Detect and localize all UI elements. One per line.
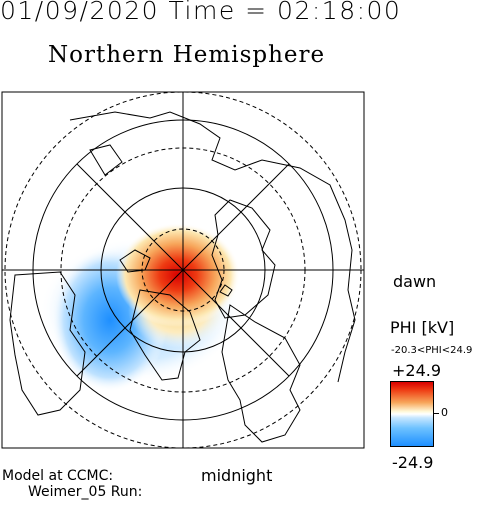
- coastlines: [9, 111, 356, 443]
- datetime-title: 01/09/2020 Time = 02:18:00: [0, 0, 402, 25]
- colorbar-zero-tick: [434, 413, 439, 414]
- colorbar-range-text: -20.3<PHI<24.9: [391, 345, 473, 356]
- colorbar-max-label: +24.9: [392, 361, 442, 380]
- midnight-label: midnight: [201, 466, 273, 485]
- colorbar-title: PHI [kV]: [390, 318, 455, 337]
- model-credit-line1: Model at CCMC:: [2, 468, 114, 484]
- colorbar-zero-label: 0: [441, 406, 448, 419]
- meridian-grid: [2, 92, 364, 448]
- colorbar-min-label: -24.9: [392, 453, 434, 472]
- model-credit-line2: Weimer_05 Run:: [28, 484, 143, 500]
- polar-potential-map: [1, 91, 365, 449]
- dawn-label: dawn: [393, 272, 437, 291]
- colorbar: [390, 381, 434, 447]
- hemisphere-title: Northern Hemisphere: [48, 42, 326, 68]
